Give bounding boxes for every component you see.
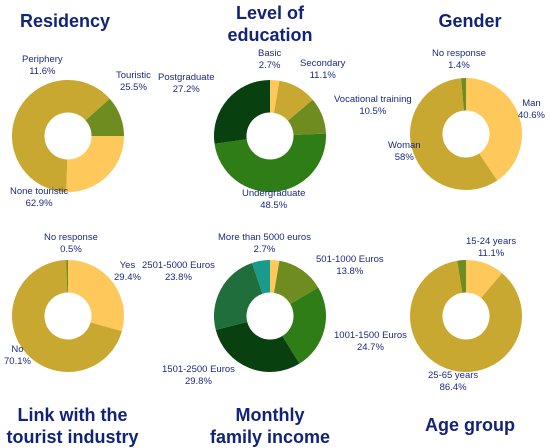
slice-undergraduate bbox=[214, 133, 326, 193]
slice-none-touristic bbox=[12, 79, 110, 192]
slice-25-65-years bbox=[410, 260, 522, 372]
slice-yes bbox=[68, 260, 125, 332]
slice-vocational-training bbox=[287, 99, 326, 135]
slice-1501-2500-euros bbox=[215, 321, 300, 372]
slice-unlabeled-2 bbox=[457, 260, 466, 293]
label-yes: Yes 29.4% bbox=[114, 260, 141, 283]
slice-unlabeled-5 bbox=[252, 260, 270, 294]
slice-no-response bbox=[66, 260, 68, 293]
slice-touristic bbox=[66, 136, 124, 192]
label-basic: Basic 2.7% bbox=[258, 48, 282, 71]
title-link-tourist: Link with the tourist industry bbox=[6, 405, 139, 447]
slice-no bbox=[12, 260, 122, 372]
slice-periphery bbox=[85, 98, 124, 136]
label-postgraduate: Postgraduate 27.2% bbox=[158, 72, 215, 95]
label-periphery: Periphery 11.6% bbox=[22, 54, 63, 77]
title-gender: Gender bbox=[438, 11, 502, 31]
donut-income bbox=[214, 260, 326, 372]
label-2501-5000: 2501-5000 Euros 23.8% bbox=[142, 260, 215, 283]
slice-2501-5000-euros bbox=[214, 262, 263, 330]
label-25-65: 25-65 years 86.4% bbox=[428, 370, 479, 393]
donut-education bbox=[214, 80, 326, 193]
slice-15-24-years bbox=[466, 260, 502, 298]
title-age-group: Age group bbox=[425, 415, 515, 435]
label-touristic: Touristic 25.5% bbox=[116, 70, 151, 93]
label-none-touristic: None touristic 62.9% bbox=[10, 186, 69, 209]
donut-link-tourist bbox=[12, 260, 125, 372]
slice-no-response bbox=[461, 78, 466, 111]
label-15-24: 15-24 years 11.1% bbox=[466, 236, 517, 259]
title-residency: Residency bbox=[19, 11, 111, 31]
slice-basic bbox=[270, 80, 280, 113]
slice-more-than-5000-euros bbox=[270, 260, 280, 293]
slice-501-1000-euros bbox=[273, 260, 319, 305]
label-1001-1500: 1001-1500 Euros 24.7% bbox=[334, 330, 407, 353]
label-vocational: Vocational training 10.5% bbox=[334, 94, 412, 117]
label-undergraduate: Undergraduate 48.5% bbox=[242, 188, 306, 211]
label-501-1000: 501-1000 Euros 13.8% bbox=[316, 254, 384, 277]
slice-man bbox=[466, 78, 522, 181]
label-no-response-link: No response 0.5% bbox=[44, 232, 98, 255]
label-more-5000: More than 5000 euros 2.7% bbox=[218, 232, 311, 255]
slice-secondary bbox=[273, 80, 313, 121]
title-education: Level of education bbox=[227, 3, 313, 45]
donut-age-group bbox=[410, 260, 522, 372]
label-no: No 70.1% bbox=[4, 344, 31, 367]
slice-woman bbox=[410, 78, 498, 190]
slice-1001-1500-euros bbox=[282, 287, 326, 364]
label-woman: Woman 58% bbox=[388, 140, 421, 163]
label-secondary: Secondary 11.1% bbox=[300, 58, 346, 81]
label-man: Man 40.6% bbox=[518, 98, 545, 121]
slice-postgraduate bbox=[214, 80, 270, 144]
donut-gender bbox=[410, 78, 522, 190]
label-no-response-gender: No response 1.4% bbox=[432, 48, 486, 71]
title-income: Monthly family income bbox=[209, 405, 331, 447]
label-1501-2500: 1501-2500 Euros 29.8% bbox=[162, 364, 235, 387]
donut-residency bbox=[12, 79, 124, 192]
